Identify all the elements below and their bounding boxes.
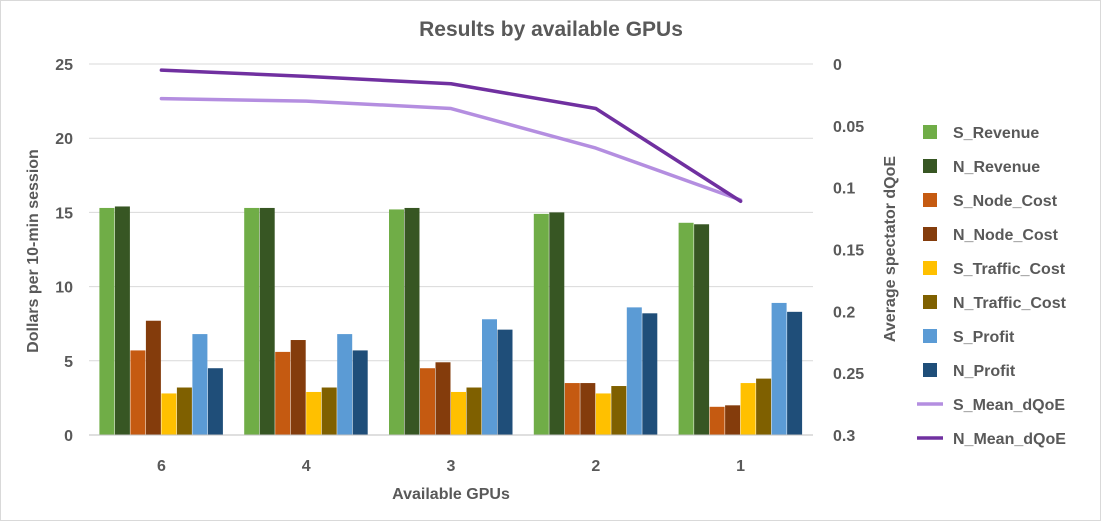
bar	[290, 340, 306, 435]
bar	[694, 224, 710, 435]
x-tick-label: 1	[736, 458, 745, 475]
lines-layer	[159, 68, 743, 204]
x-tick-label: 6	[157, 458, 166, 475]
legend-swatch	[923, 227, 937, 241]
legend-label: S_Revenue	[953, 125, 1039, 142]
legend-swatch	[923, 261, 937, 275]
y2-tick-label: 0	[833, 57, 842, 74]
bar	[259, 207, 275, 435]
x-axis-title: Available GPUs	[392, 486, 510, 503]
legend-swatch	[923, 329, 937, 343]
legend-swatch	[923, 193, 937, 207]
y2-tick-label: 0.2	[833, 304, 855, 321]
y2-tick-label: 0.25	[833, 366, 864, 383]
x-tick-label: 4	[302, 458, 311, 475]
y2-tick-label: 0.05	[833, 119, 864, 136]
chart-title: Results by available GPUs	[419, 18, 683, 41]
bar	[549, 212, 565, 435]
bar	[352, 350, 368, 435]
bar	[321, 387, 337, 435]
y2-axis-title: Average spectator dQoE	[882, 156, 899, 342]
y-tick-label: 10	[55, 280, 73, 297]
legend-swatch	[923, 295, 937, 309]
bar	[130, 350, 146, 435]
bar	[466, 387, 482, 435]
bar	[161, 393, 177, 435]
bar	[595, 393, 611, 435]
legend-label: N_Node_Cost	[953, 227, 1059, 244]
y2-tick-label: 0.15	[833, 243, 864, 260]
x-tick-label: 3	[447, 458, 456, 475]
bar	[404, 207, 420, 435]
axes-layer: 0 5 10 15 20 25 0 0.05 0.1 0.15 0.2 0.25 0.3 6 4 3 2 1	[55, 57, 864, 475]
legend: S_Revenue N_Revenue S_Node_Cost N_Node_Cost…	[917, 125, 1067, 448]
bar	[725, 405, 741, 435]
bar	[192, 334, 208, 435]
legend-label: N_Mean_dQoE	[953, 431, 1066, 448]
legend-swatch	[923, 125, 937, 139]
legend-label: N_Revenue	[953, 159, 1040, 176]
bar	[580, 383, 596, 435]
y2-tick-label: 0.1	[833, 181, 855, 198]
bar	[435, 362, 451, 435]
line-series	[159, 68, 743, 204]
bar	[244, 207, 260, 435]
legend-label: N_Traffic_Cost	[953, 295, 1067, 312]
bar	[787, 311, 803, 435]
bar	[678, 222, 694, 435]
bar	[611, 386, 627, 435]
bar	[176, 387, 192, 435]
y-axis-title: Dollars per 10-min session	[25, 149, 42, 353]
bar	[451, 391, 466, 435]
y-tick-label: 25	[55, 57, 73, 74]
legend-label: S_Traffic_Cost	[953, 261, 1066, 278]
legend-label: S_Profit	[953, 329, 1015, 346]
bar	[642, 313, 658, 435]
bar	[756, 378, 772, 435]
legend-label: S_Node_Cost	[953, 193, 1058, 210]
bar	[482, 319, 497, 435]
bar	[771, 302, 787, 435]
legend-label: N_Profit	[953, 363, 1016, 380]
bar	[306, 391, 322, 435]
legend-swatch	[923, 159, 937, 173]
bar	[99, 207, 115, 435]
bar	[337, 334, 353, 435]
y-tick-label: 20	[55, 131, 73, 148]
y2-tick-label: 0.3	[833, 428, 855, 445]
bar	[420, 368, 435, 435]
bar	[564, 383, 580, 435]
bar	[626, 307, 642, 435]
line-series	[159, 96, 743, 202]
bar	[207, 368, 223, 435]
bar	[740, 383, 756, 435]
legend-swatch	[923, 363, 937, 377]
bar	[497, 329, 513, 435]
y-tick-label: 15	[55, 205, 73, 222]
y-tick-label: 0	[64, 428, 73, 445]
y-tick-label: 5	[64, 354, 73, 371]
bar	[114, 206, 130, 435]
bar	[275, 351, 291, 435]
x-tick-label: 2	[591, 458, 600, 475]
bar	[389, 209, 404, 435]
legend-label: S_Mean_dQoE	[953, 397, 1065, 414]
bar	[145, 320, 161, 435]
bar	[709, 406, 725, 435]
bar	[533, 213, 549, 435]
bars-layer	[99, 206, 803, 435]
